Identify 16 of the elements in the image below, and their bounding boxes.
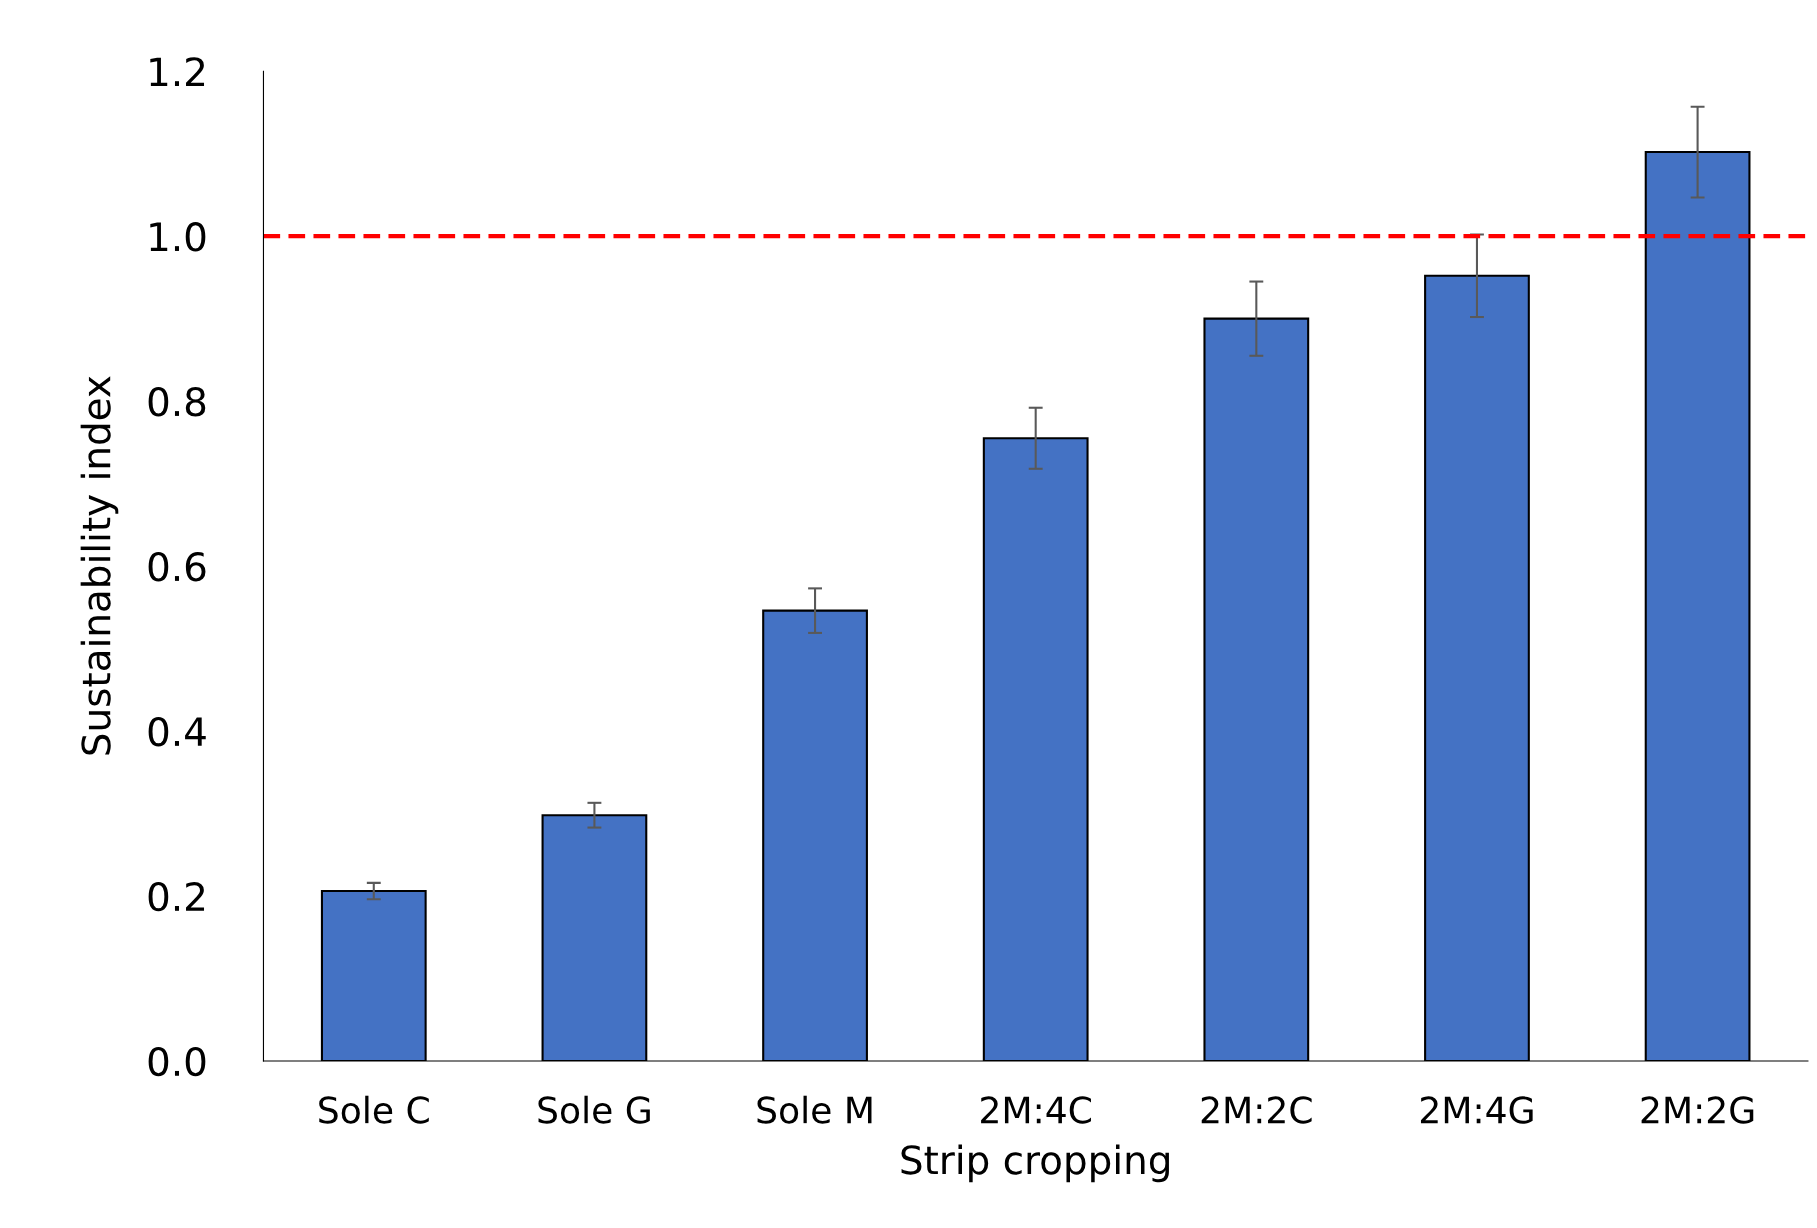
y-tick-label: 0.0	[148, 1046, 206, 1077]
y-axis-title: Sustainability index	[80, 376, 119, 755]
y-tick-label: 0.4	[148, 716, 206, 747]
y-tick-label: 1.2	[150, 57, 205, 86]
x-tick-label: Sole M	[757, 1095, 872, 1124]
y-tick-label: 0.6	[148, 552, 206, 582]
x-tick-label: 2M:4C	[981, 1096, 1091, 1124]
x-tick-label: Sole G	[538, 1095, 650, 1124]
y-tick-label: 0.2	[148, 881, 205, 912]
x-axis-title: Strip cropping	[901, 1144, 1169, 1183]
x-tick-label: 2M:2G	[1641, 1096, 1754, 1124]
x-tick-label: Sole C	[319, 1095, 429, 1124]
x-tick-label: 2M:4G	[1420, 1096, 1533, 1124]
y-tick-label: 0.8	[148, 387, 206, 417]
y-tick-label: 1.0	[150, 222, 206, 252]
x-tick-label: 2M:2C	[1201, 1096, 1312, 1124]
